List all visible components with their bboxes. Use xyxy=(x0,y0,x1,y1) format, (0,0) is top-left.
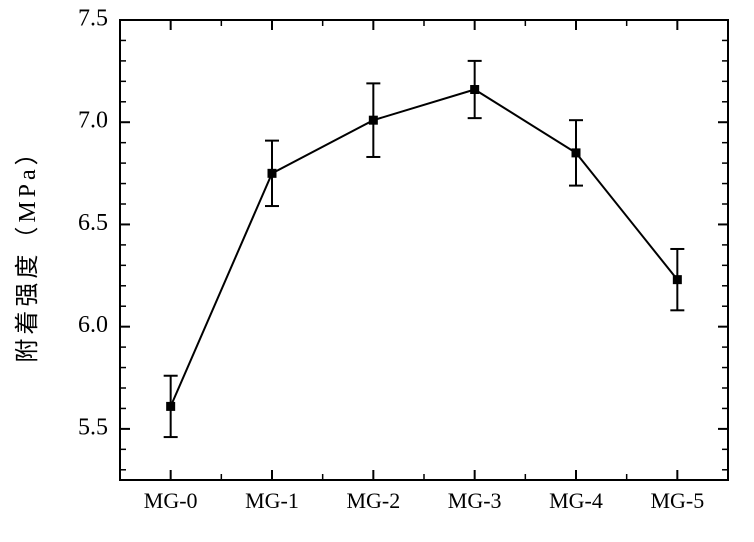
x-tick-label: MG-4 xyxy=(549,488,603,513)
chart-svg: 5.5 6.0 6.5 7.0 7.5 MG-0 MG-1 MG-2 MG-3 MG-4 MG-5 附… xyxy=(0,0,754,542)
data-marker xyxy=(369,116,377,124)
y-axis-title: 附着强度（MPa） xyxy=(14,137,41,362)
x-tick-label: MG-1 xyxy=(245,488,299,513)
y-tick-label: 6.0 xyxy=(78,312,108,338)
x-tick-label: MG-3 xyxy=(448,488,502,513)
x-tick-label: MG-5 xyxy=(650,488,704,513)
y-tick-label: 5.5 xyxy=(78,414,108,440)
y-tick-label: 7.0 xyxy=(78,108,108,134)
data-line xyxy=(171,90,678,407)
x-tick-label: MG-0 xyxy=(144,488,198,513)
data-marker xyxy=(268,169,276,177)
chart-container: 5.5 6.0 6.5 7.0 7.5 MG-0 MG-1 MG-2 MG-3 MG-4 MG-5 附… xyxy=(0,0,754,542)
data-marker xyxy=(471,86,479,94)
plot-border xyxy=(120,20,728,480)
data-marker xyxy=(167,402,175,410)
y-tick-label: 7.5 xyxy=(78,6,108,32)
y-tick-label: 6.5 xyxy=(78,210,108,236)
data-marker xyxy=(572,149,580,157)
data-marker xyxy=(673,276,681,284)
x-tick-label: MG-2 xyxy=(346,488,400,513)
